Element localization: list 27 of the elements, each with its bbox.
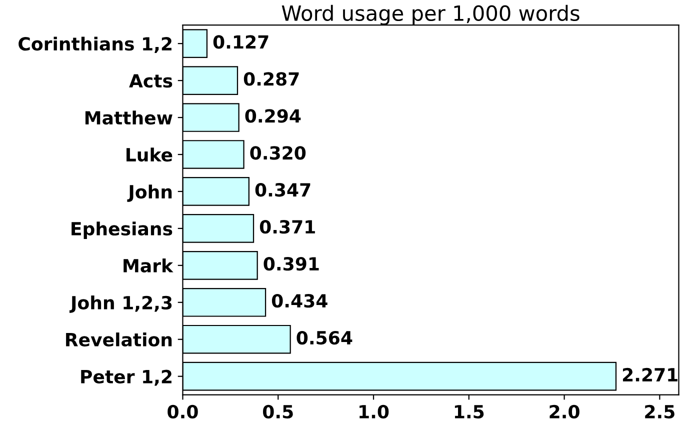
x-tick-label: 1.0 — [360, 404, 389, 419]
data-label: 0.564 — [296, 330, 352, 345]
y-tick-label: John — [127, 184, 172, 202]
data-label: 0.371 — [260, 220, 315, 234]
y-tick-label: Acts — [129, 74, 172, 88]
y-tick-label: Luke — [126, 148, 172, 162]
y-tick-label: Corinthians 1,2 — [18, 36, 172, 53]
data-label: 0.127 — [213, 35, 268, 49]
data-label: 2.271 — [622, 368, 678, 382]
y-tick-label: Ephesians — [72, 222, 172, 240]
data-label: 0.294 — [245, 109, 301, 123]
x-tick-label: 2.5 — [645, 404, 674, 419]
data-label: 0.391 — [264, 256, 319, 271]
x-tick-label: 0.5 — [263, 404, 293, 419]
chart-title: Word usage per 1,000 words — [282, 4, 580, 26]
data-label: 0.287 — [244, 72, 299, 86]
data-label: 0.434 — [272, 294, 328, 308]
x-tick-label: 2.0 — [550, 404, 580, 419]
x-tick-label: 0.0 — [168, 404, 198, 419]
y-tick-label: Matthew — [85, 110, 172, 125]
y-tick-label: Mark — [124, 258, 174, 273]
data-label: 0.347 — [255, 183, 310, 197]
y-tick-label: Peter 1,2 — [81, 370, 172, 386]
data-label: 0.320 — [250, 146, 306, 160]
y-tick-label: John 1,2,3 — [69, 296, 172, 313]
y-tick-label: Revelation — [66, 332, 172, 346]
x-tick-label: 1.5 — [454, 405, 484, 419]
